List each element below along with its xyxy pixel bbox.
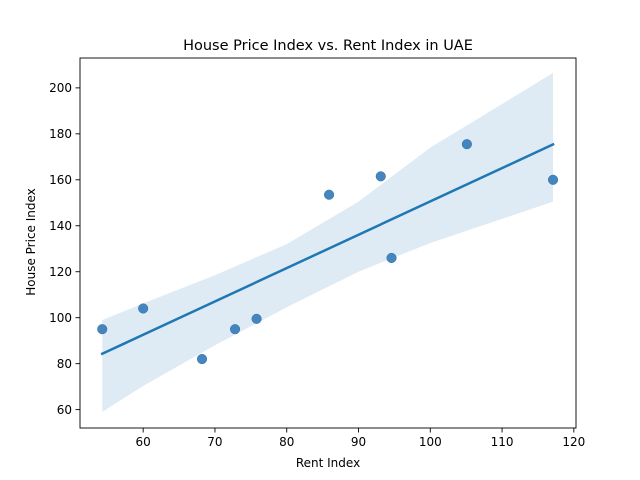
y-tick-label: 200 [49,81,72,95]
x-tick-label: 80 [279,435,294,449]
data-point [324,189,335,200]
y-tick-label: 180 [49,127,72,141]
x-tick-label: 110 [491,435,514,449]
y-tick-label: 100 [49,311,72,325]
y-axis-label: House Price Index [24,188,38,296]
chart-title: House Price Index vs. Rent Index in UAE [183,38,473,54]
y-tick-label: 120 [49,265,72,279]
x-tick-label: 60 [136,435,151,449]
x-tick-label: 120 [562,435,585,449]
data-point [251,313,262,324]
y-tick-label: 160 [49,173,72,187]
x-tick-label: 100 [419,435,442,449]
data-point [138,303,149,314]
x-tick-label: 90 [351,435,366,449]
y-tick-label: 80 [57,357,72,371]
y-tick-label: 140 [49,219,72,233]
data-point [386,252,397,263]
data-point [375,171,386,182]
plot-frame [79,57,577,429]
regression-line [100,142,555,356]
y-tick-label: 60 [57,403,72,417]
x-tick-label: 70 [207,435,222,449]
confidence-band [102,72,554,412]
plot-area: 60 70 80 90 100 110 120 60 80 100 120 140 160 180 200 [49,57,585,449]
data-point [229,324,241,335]
x-axis-label: Rent Index [296,456,360,470]
data-point [461,139,472,150]
data-point [196,354,208,365]
data-point [97,324,108,335]
data-point [547,174,559,185]
